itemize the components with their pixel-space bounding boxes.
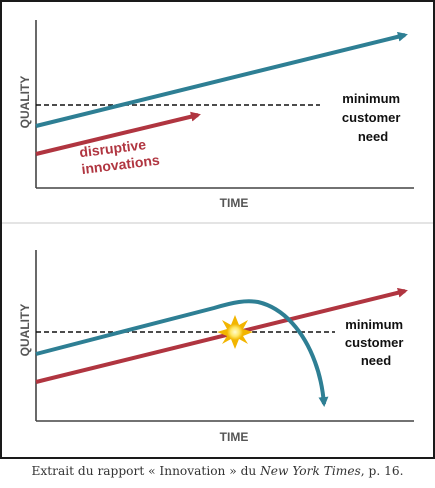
top-disruptive-trajectory [35, 111, 201, 156]
bottom-threshold-label: minimum customer need [345, 317, 407, 368]
bottom-y-axis-label: QUALITY [18, 304, 32, 357]
bottom-threshold-label-line-2: customer [345, 335, 404, 350]
top-incumbent-trajectory [35, 31, 408, 128]
top-threshold-label-line-2: customer [342, 110, 401, 125]
figure-frame: QUALITY TIME minimum customer need disru… [0, 0, 435, 459]
collision-burst-icon [217, 315, 253, 349]
caption-source: New York Times [260, 464, 361, 478]
top-chart: QUALITY TIME minimum customer need disru… [18, 20, 414, 210]
caption-prefix: Extrait du rapport « Innovation » du [31, 464, 261, 478]
diagram-canvas: QUALITY TIME minimum customer need disru… [2, 20, 433, 444]
caption-suffix: , p. 16. [360, 464, 404, 478]
bottom-threshold-label-line-3: need [361, 353, 391, 368]
top-x-axis-label: TIME [220, 196, 249, 210]
bottom-chart: QUALITY TIME minimum customer need [18, 250, 414, 444]
bottom-incumbent-trajectory [35, 299, 329, 407]
figure-caption: Extrait du rapport « Innovation » du New… [0, 464, 435, 478]
top-threshold-label-line-1: minimum [342, 91, 400, 106]
top-threshold-label-line-3: need [358, 129, 388, 144]
bottom-x-axis-label: TIME [220, 430, 249, 444]
top-y-axis-label: QUALITY [18, 76, 32, 129]
bottom-threshold-label-line-1: minimum [345, 317, 403, 332]
bottom-disruptive-trajectory [35, 287, 408, 384]
top-threshold-label: minimum customer need [342, 91, 404, 144]
